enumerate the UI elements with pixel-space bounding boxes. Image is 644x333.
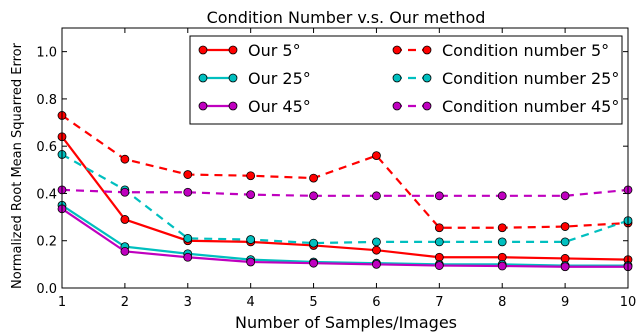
legend-marker	[228, 45, 238, 55]
x-tick-label: 10	[620, 295, 637, 310]
legend-marker	[422, 101, 432, 111]
x-tick-label: 6	[372, 295, 380, 310]
data-point	[309, 191, 318, 201]
legend-label-5: Condition number 45°	[442, 97, 619, 116]
y-tick-label: 0.6	[36, 140, 57, 155]
data-point	[120, 154, 130, 164]
chart-title: Condition Number v.s. Our method	[207, 8, 486, 27]
data-point	[434, 191, 444, 201]
data-point	[246, 190, 256, 200]
data-point	[120, 215, 130, 224]
series-line-4	[61, 153, 629, 245]
legend-marker	[198, 101, 208, 111]
legend-marker	[228, 73, 238, 83]
legend-marker	[198, 45, 208, 55]
legend-marker	[392, 73, 402, 83]
data-point	[372, 191, 381, 201]
x-tick-label: 2	[121, 295, 129, 310]
data-point	[372, 151, 381, 161]
data-point	[120, 246, 130, 256]
data-point	[560, 222, 570, 231]
data-point	[246, 257, 256, 267]
data-point	[497, 237, 507, 247]
data-point	[246, 171, 256, 181]
data-point	[372, 245, 381, 255]
x-tick-label: 5	[309, 295, 317, 310]
series-line-1	[61, 204, 628, 267]
legend-label-0: Our 5°	[248, 41, 301, 60]
y-tick-label: 0.0	[36, 282, 57, 297]
legend-marker	[392, 101, 402, 111]
legend-label-3: Condition number 5°	[442, 41, 609, 60]
data-point	[372, 237, 381, 247]
data-point	[560, 262, 570, 272]
legend-marker	[422, 45, 432, 55]
legend-label-2: Our 45°	[248, 97, 311, 116]
data-point	[497, 223, 507, 233]
data-point	[434, 223, 444, 233]
data-point	[309, 258, 318, 268]
y-axis-label: Normalized Root Mean Squarred Error	[10, 42, 25, 289]
data-point	[372, 259, 381, 269]
data-point	[120, 187, 130, 197]
legend-marker	[422, 73, 432, 83]
x-tick-label: 3	[184, 295, 192, 310]
x-tick-label: 8	[498, 295, 506, 310]
series-line-5	[61, 188, 629, 197]
x-tick-label: 9	[561, 295, 569, 310]
data-point	[183, 170, 193, 179]
x-tick-label: 4	[247, 295, 255, 310]
legend-label-4: Condition number 25°	[442, 69, 619, 88]
legend-marker	[392, 45, 402, 55]
data-point	[183, 187, 193, 197]
series-line-3	[61, 114, 629, 229]
series-line-0	[61, 136, 629, 261]
series-line-2	[61, 207, 628, 268]
legend-marker	[228, 101, 238, 111]
x-axis-label: Number of Samples/Images	[235, 313, 457, 332]
y-tick-label: 0.4	[36, 187, 57, 202]
data-point	[497, 191, 507, 201]
y-tick-label: 0.2	[36, 235, 57, 250]
data-point	[560, 191, 570, 201]
plot-area-frame	[61, 27, 629, 289]
data-point	[497, 261, 507, 271]
legend-box	[189, 35, 623, 125]
y-tick-label: 0.8	[36, 93, 57, 108]
y-tick-label: 1.0	[36, 46, 57, 61]
data-point	[309, 238, 318, 248]
x-tick-label: 7	[435, 295, 443, 310]
legend-marker	[198, 73, 208, 83]
data-point	[434, 261, 444, 270]
data-point	[434, 237, 444, 247]
data-point	[183, 252, 193, 262]
data-point	[560, 237, 570, 247]
data-point	[309, 173, 318, 183]
legend-label-1: Our 25°	[248, 69, 311, 88]
x-tick-label: 1	[58, 295, 66, 310]
data-point	[183, 233, 193, 243]
data-point	[246, 235, 256, 244]
